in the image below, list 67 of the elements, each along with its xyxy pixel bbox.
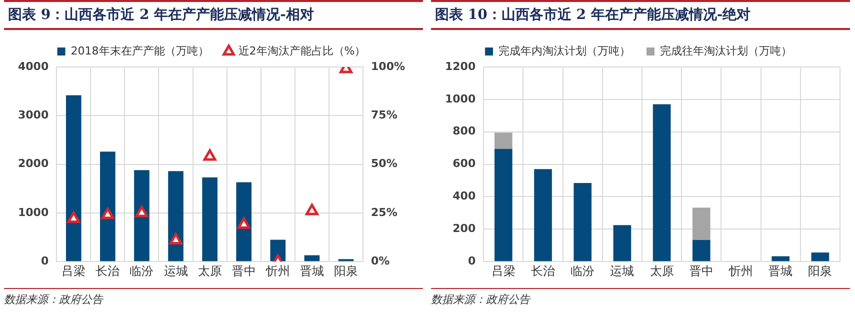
x-tick-label: 运城	[164, 264, 188, 278]
y-tick-label: 2000	[18, 157, 49, 170]
x-tick-label: 忻州	[728, 264, 754, 278]
legend-label: 完成往年淘汰计划（万吨）	[660, 44, 792, 58]
chart-title: 图表 10：山西各市近 2 年在产产能压减情况-绝对	[431, 0, 850, 30]
y2-tick-label: 100%	[371, 60, 405, 73]
point	[169, 232, 182, 244]
x-tick-label: 忻州	[264, 264, 290, 278]
legend-label: 2018年末在产产能（万吨）	[70, 44, 209, 58]
bar	[494, 148, 512, 262]
y2-tick-label: 0%	[371, 254, 390, 268]
bar	[494, 132, 512, 149]
x-tick-label: 晋城	[300, 264, 324, 278]
bar	[574, 182, 592, 262]
point	[306, 204, 318, 216]
x-tick-label: 临汾	[570, 264, 595, 278]
bar	[202, 177, 218, 262]
y2-tick-label: 75%	[371, 108, 398, 122]
x-tick-label: 晋中	[232, 264, 256, 278]
bar	[100, 152, 116, 262]
y-tick-label: 0	[468, 254, 476, 268]
bar	[613, 225, 632, 262]
point	[135, 206, 148, 218]
y-tick-label: 800	[452, 124, 476, 138]
y2-tick-label: 25%	[371, 206, 398, 219]
bar	[66, 95, 82, 262]
bar	[811, 252, 830, 262]
x-tick-label: 阳泉	[808, 264, 832, 278]
point	[101, 208, 114, 220]
bar	[652, 104, 671, 262]
y-tick-label: 3000	[18, 108, 49, 122]
x-tick-label: 太原	[650, 264, 674, 278]
x-tick-label: 吕梁	[491, 264, 516, 278]
legend-label: 完成年内淘汰计划（万吨）	[498, 44, 630, 58]
x-tick-label: 晋城	[768, 264, 793, 278]
bar	[134, 170, 150, 262]
source-note: 数据来源：政府公告	[431, 288, 850, 307]
y-tick-label: 1000	[444, 92, 476, 106]
y-tick-label: 200	[452, 222, 476, 236]
y-tick-label: 0	[40, 254, 49, 268]
point	[237, 217, 250, 229]
y-tick-label: 1000	[18, 206, 49, 219]
x-tick-label: 吕梁	[62, 264, 86, 278]
point	[203, 149, 216, 161]
bar	[534, 169, 552, 262]
chart-title: 图表 9：山西各市近 2 年在产产能压减情况-相对	[4, 0, 423, 30]
x-tick-label: 长治	[96, 264, 120, 278]
point	[67, 212, 80, 224]
x-tick-label: 运城	[610, 264, 634, 278]
y-tick-label: 4000	[18, 60, 49, 73]
x-tick-label: 长治	[531, 264, 556, 278]
x-tick-label: 临汾	[130, 264, 154, 278]
bar	[692, 208, 710, 240]
y-tick-label: 1200	[444, 60, 476, 73]
y-tick-label: 400	[452, 190, 476, 203]
source-note: 数据来源：政府公告	[4, 288, 423, 307]
bar	[772, 256, 790, 262]
x-tick-label: 晋中	[689, 264, 714, 278]
y2-tick-label: 50%	[371, 157, 398, 170]
bar	[236, 182, 252, 262]
x-tick-label: 太原	[198, 264, 222, 278]
y-tick-label: 600	[452, 157, 476, 170]
bar	[304, 255, 320, 262]
x-tick-label: 阳泉	[334, 264, 358, 278]
legend-label: 近2年淘汰产能占比（%）	[238, 44, 366, 58]
bar	[692, 240, 710, 262]
bar	[168, 171, 184, 262]
